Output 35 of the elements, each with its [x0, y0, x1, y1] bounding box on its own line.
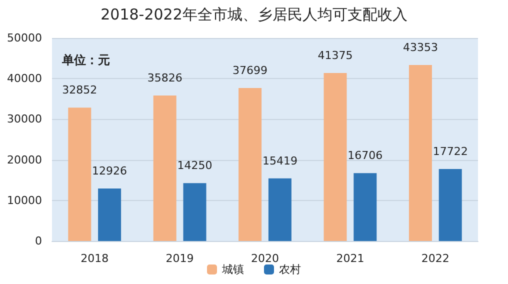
bar [183, 183, 206, 241]
data-label: 37699 [232, 64, 268, 77]
data-label: 14250 [177, 159, 212, 172]
data-label: 12926 [92, 164, 128, 178]
x-tick-label: 2022 [421, 252, 450, 265]
bar [324, 73, 347, 241]
bar [98, 188, 122, 241]
x-tick-label: 2019 [166, 252, 194, 265]
x-tick-label: 2018 [80, 252, 109, 265]
y-tick-label: 50000 [7, 32, 42, 44]
x-tick-label: 2021 [336, 252, 364, 265]
data-label: 35826 [147, 72, 182, 85]
data-label: 43353 [402, 40, 438, 54]
y-tick-label: 30000 [7, 112, 42, 126]
y-tick-label: 10000 [7, 194, 42, 207]
bar [153, 96, 176, 241]
bar [268, 178, 292, 241]
bar [438, 169, 462, 241]
bar [354, 173, 377, 241]
bar [238, 88, 262, 241]
bar [408, 64, 432, 241]
y-tick-label: 0 [35, 234, 42, 248]
y-tick-label: 40000 [7, 72, 42, 86]
chart-title: 2018-2022年全市城、乡居民人均可支配收入 [100, 6, 408, 24]
data-label: 32852 [62, 84, 98, 97]
legend-label: 城镇 [221, 263, 244, 276]
annotation: 单位：元 [61, 53, 110, 67]
y-tick-label: 20000 [7, 153, 42, 166]
bar [68, 108, 92, 241]
data-label: 17722 [432, 145, 468, 158]
data-label: 15419 [262, 154, 298, 168]
legend-label: 农村 [279, 263, 301, 276]
data-label: 41375 [318, 49, 353, 62]
x-tick-label: 2020 [251, 252, 279, 265]
data-label: 16706 [348, 149, 383, 162]
